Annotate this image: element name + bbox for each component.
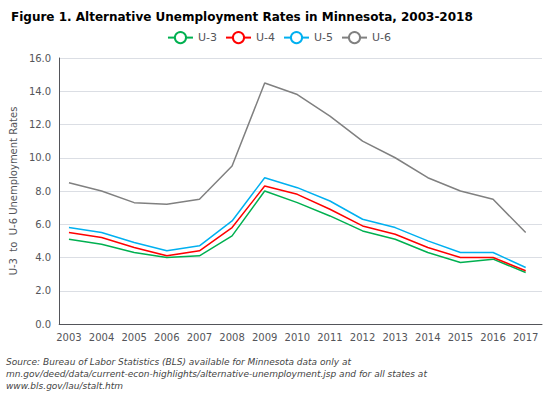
svg-text:14.0: 14.0 bbox=[29, 86, 51, 97]
svg-text:2010: 2010 bbox=[285, 332, 310, 343]
svg-text:2009: 2009 bbox=[252, 332, 277, 343]
svg-text:www.bls.gov/lau/stalt.htm: www.bls.gov/lau/stalt.htm bbox=[6, 381, 123, 391]
svg-text:6.0: 6.0 bbox=[35, 219, 51, 230]
svg-text:2.0: 2.0 bbox=[35, 285, 51, 296]
svg-text:mn.gov/deed/data/current-econ-: mn.gov/deed/data/current-econ-highlights… bbox=[6, 369, 427, 379]
svg-text:Figure 1. Alternative Unemploy: Figure 1. Alternative Unemployment Rates… bbox=[11, 10, 473, 24]
svg-text:U-6: U-6 bbox=[372, 31, 391, 44]
svg-text:U-3 to U-6 Unemployment Rate: U-3 to U-6 Unemployment Rates bbox=[8, 107, 19, 276]
svg-text:8.0: 8.0 bbox=[35, 186, 51, 197]
svg-text:2011: 2011 bbox=[317, 332, 342, 343]
svg-text:2008: 2008 bbox=[219, 332, 244, 343]
svg-text:2005: 2005 bbox=[121, 332, 146, 343]
svg-text:2017: 2017 bbox=[513, 332, 538, 343]
svg-text:2003: 2003 bbox=[56, 332, 81, 343]
svg-text:2014: 2014 bbox=[415, 332, 440, 343]
svg-text:2013: 2013 bbox=[382, 332, 407, 343]
svg-text:12.0: 12.0 bbox=[29, 119, 51, 130]
svg-text:2006: 2006 bbox=[154, 332, 179, 343]
svg-text:2015: 2015 bbox=[448, 332, 473, 343]
svg-text:2007: 2007 bbox=[187, 332, 212, 343]
svg-text:16.0: 16.0 bbox=[29, 53, 51, 64]
svg-text:U-3: U-3 bbox=[198, 31, 217, 44]
svg-text:4.0: 4.0 bbox=[35, 252, 51, 263]
svg-text:10.0: 10.0 bbox=[29, 152, 51, 163]
svg-text:U-5: U-5 bbox=[314, 31, 333, 44]
svg-text:2012: 2012 bbox=[350, 332, 375, 343]
svg-text:0.0: 0.0 bbox=[35, 319, 51, 330]
svg-text:U-4: U-4 bbox=[256, 31, 275, 44]
svg-text:Source: Bureau of Labor Statis: Source: Bureau of Labor Statistics (BLS)… bbox=[6, 357, 351, 367]
svg-text:2004: 2004 bbox=[89, 332, 114, 343]
svg-text:2016: 2016 bbox=[480, 332, 505, 343]
